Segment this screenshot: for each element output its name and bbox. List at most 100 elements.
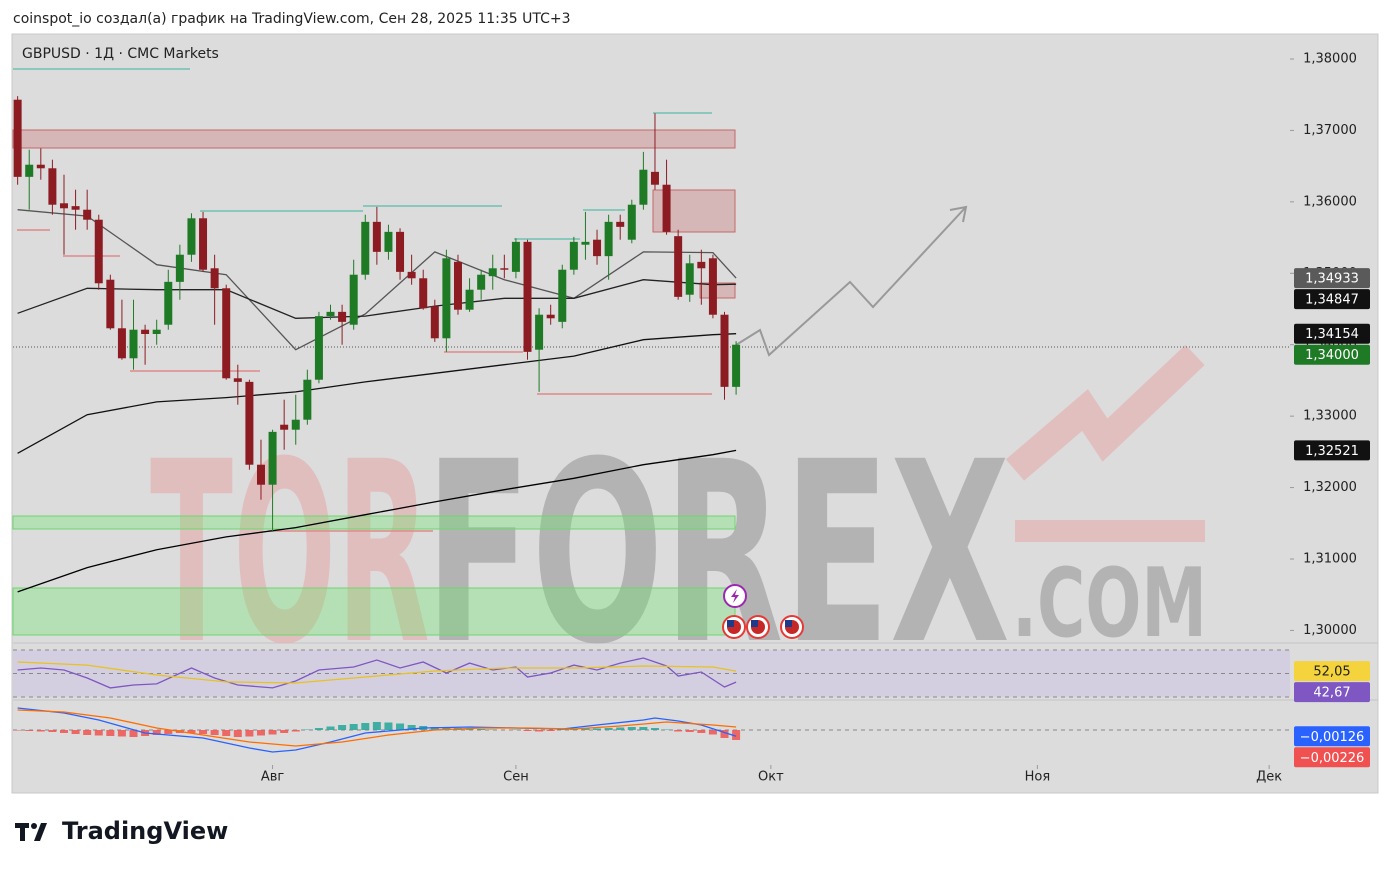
indicator-line xyxy=(17,709,737,747)
histogram-bar xyxy=(83,730,92,735)
candle-body xyxy=(71,206,80,210)
candle-body xyxy=(117,328,126,359)
price-label-box xyxy=(1294,344,1370,365)
candle-body xyxy=(419,278,428,309)
candle-body xyxy=(581,241,590,245)
candle-body xyxy=(384,231,393,252)
candle-body xyxy=(627,204,636,240)
candle-body xyxy=(25,164,34,177)
histogram-bar xyxy=(13,730,22,731)
histogram-bar xyxy=(384,722,393,730)
histogram-bar xyxy=(222,730,231,736)
histogram-bar xyxy=(59,730,68,733)
symbol-title: GBPUSD · 1Д · CMC Markets xyxy=(22,46,219,62)
histogram-bar xyxy=(616,727,625,730)
watermark: .COM xyxy=(1012,549,1207,659)
candle-body xyxy=(222,288,231,379)
candle-body xyxy=(511,241,520,272)
price-label-box xyxy=(1294,747,1370,768)
histogram-bar xyxy=(593,728,602,730)
candle-body xyxy=(488,268,497,277)
y-tick-label: 1,32000 xyxy=(1303,480,1357,495)
histogram-bar xyxy=(697,730,706,733)
candle-body xyxy=(593,239,602,257)
candle-body xyxy=(338,311,347,322)
y-tick-label: 1,33000 xyxy=(1303,409,1357,424)
watermark-arrow xyxy=(1005,344,1205,481)
x-tick-label: Авг xyxy=(261,770,285,785)
candle-body xyxy=(372,221,381,252)
candle-body xyxy=(94,219,103,284)
y-tick-label: 1,31000 xyxy=(1303,552,1357,567)
histogram-bar xyxy=(71,730,80,734)
x-tick-label: Окт xyxy=(758,770,784,785)
candle-body xyxy=(314,316,323,380)
y-tick-label: 1,36000 xyxy=(1303,194,1357,209)
candle-body xyxy=(407,271,416,279)
watermark-bar xyxy=(1015,520,1205,542)
candle-body xyxy=(106,279,115,329)
histogram-bar xyxy=(233,730,242,737)
price-label: 1,34154 xyxy=(1305,327,1359,342)
indicator-line xyxy=(17,279,737,319)
candle-body xyxy=(639,169,648,205)
candle-body xyxy=(59,203,68,209)
candle-body xyxy=(546,314,555,319)
price-label: 52,05 xyxy=(1313,665,1350,680)
candle-body xyxy=(164,281,173,325)
candle-body xyxy=(361,221,370,275)
indicator-line xyxy=(17,333,737,454)
price-label-box xyxy=(1294,268,1370,289)
indicator-line xyxy=(17,707,737,753)
x-tick-label: Сен xyxy=(503,770,529,785)
header: coinspot_io создал(а) график на TradingV… xyxy=(13,11,571,27)
histogram-bar xyxy=(442,727,451,730)
candle-body xyxy=(349,274,358,325)
price-label: 1,34847 xyxy=(1305,293,1359,308)
candle-body xyxy=(175,254,184,282)
histogram-bar xyxy=(187,730,196,733)
candle-body xyxy=(662,184,671,232)
histogram-bar xyxy=(117,730,126,737)
resistance-zone xyxy=(12,129,736,149)
histogram-bar xyxy=(477,729,486,730)
price-label: −0,00226 xyxy=(1300,751,1365,766)
y-tick-label: 1,38000 xyxy=(1303,52,1357,67)
histogram-bar xyxy=(488,729,497,730)
price-label: 1,32521 xyxy=(1305,444,1359,459)
price-label: 1,34933 xyxy=(1305,272,1359,287)
candle-body xyxy=(268,431,277,485)
histogram-bar xyxy=(465,728,474,730)
histogram-bar xyxy=(349,724,358,730)
histogram-bar xyxy=(303,729,312,730)
histogram-bar xyxy=(523,730,532,731)
histogram-bar xyxy=(407,725,416,730)
candle-body xyxy=(187,218,196,255)
histogram-bar xyxy=(106,730,115,736)
histogram-bar xyxy=(164,730,173,734)
price-label-box xyxy=(1294,726,1370,747)
candle-body xyxy=(199,218,208,270)
candle-body xyxy=(280,424,289,430)
candle-body xyxy=(13,99,22,177)
histogram-bar xyxy=(558,729,567,730)
brand: TradingView xyxy=(62,817,228,845)
candle-body xyxy=(210,268,219,289)
forecast-arrowhead xyxy=(949,205,968,223)
price-label: −0,00126 xyxy=(1300,730,1365,745)
us-events[interactable] xyxy=(722,615,804,639)
candle-body xyxy=(396,231,405,272)
event-icon-glyph xyxy=(731,589,739,603)
price-label: 1,34000 xyxy=(1305,348,1359,363)
pivot-highs xyxy=(13,68,712,240)
candle-body xyxy=(732,344,741,387)
histogram-bar xyxy=(256,730,265,736)
histogram-bar xyxy=(210,730,219,735)
candle-body xyxy=(558,269,567,322)
price-label-box xyxy=(1294,661,1370,682)
candle-body xyxy=(523,241,532,352)
candle-body xyxy=(233,378,242,382)
histogram-bar xyxy=(708,730,717,735)
